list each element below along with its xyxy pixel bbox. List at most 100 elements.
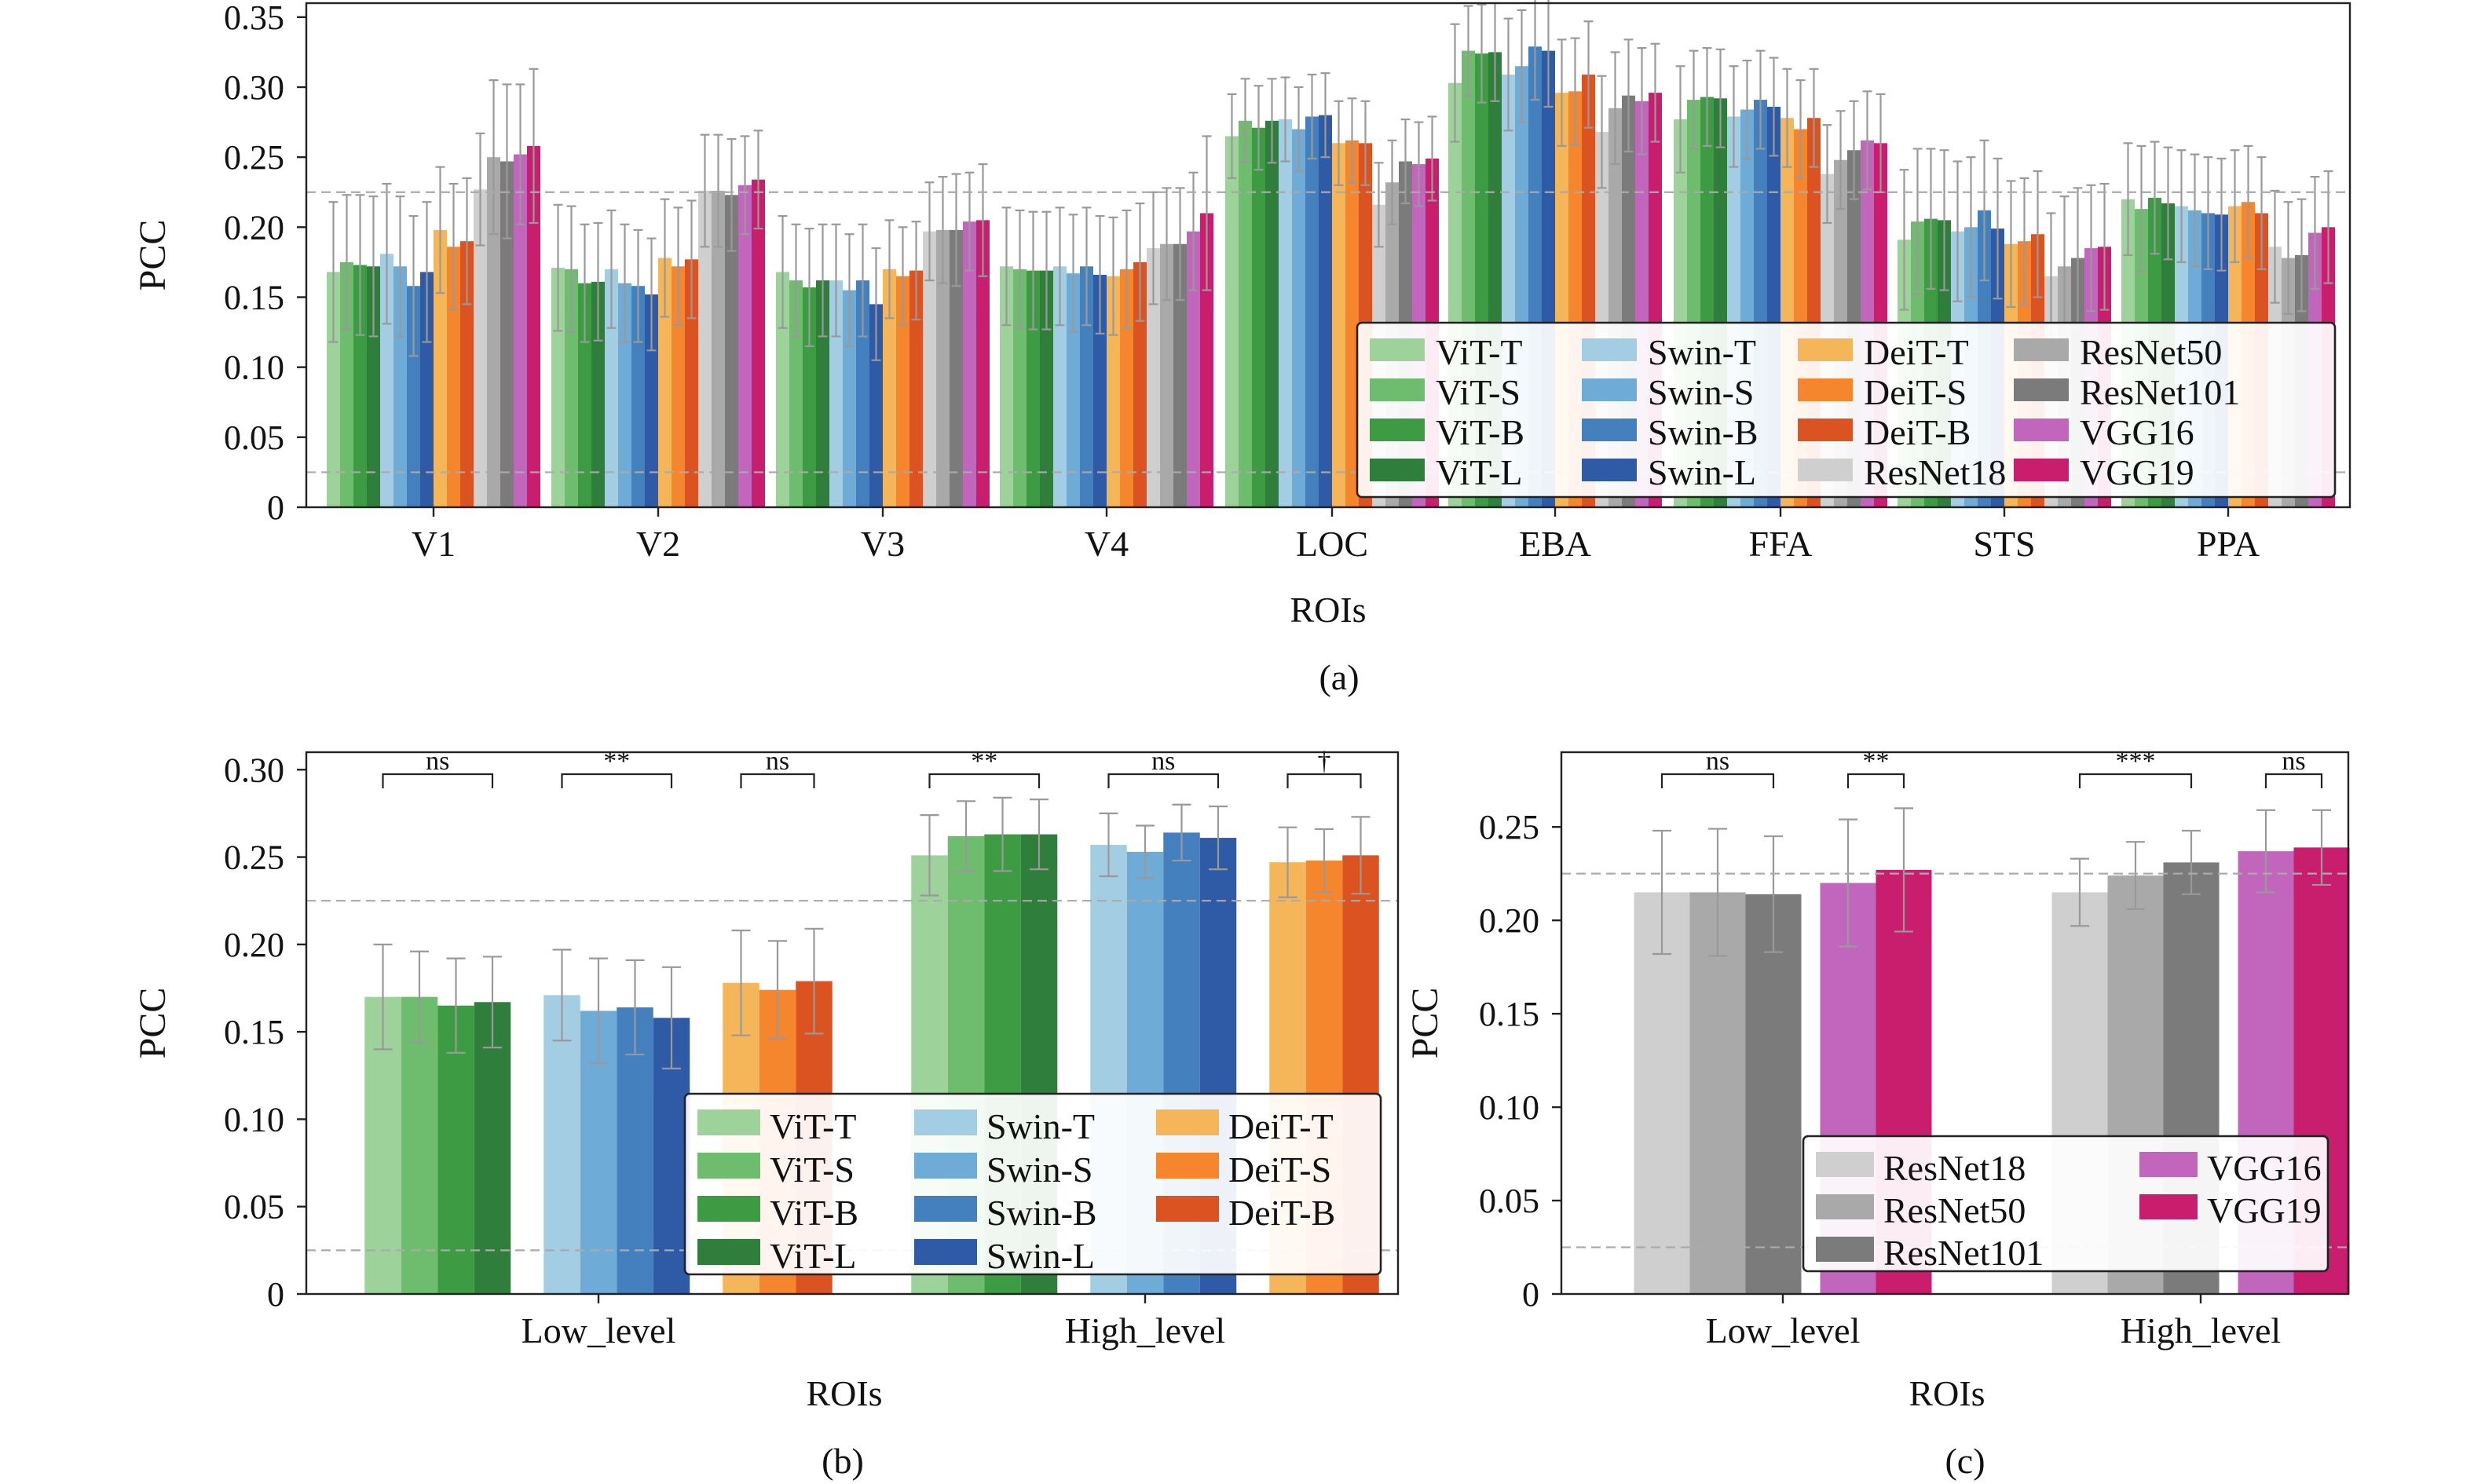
error-bar-deit-s-sts <box>2019 177 2029 305</box>
error-bar-deit-b-ffa <box>1809 68 1819 168</box>
axes-frame <box>305 2 2351 509</box>
x-axis-title: ROIs <box>1290 590 1366 630</box>
legend-label: Swin-S <box>1648 372 1754 412</box>
error-bar-swin-s-v4 <box>1068 214 1078 334</box>
legend-label: VGG19 <box>2207 1190 2322 1230</box>
y-tick-label: 0.15 <box>224 279 284 317</box>
significance-label: ns <box>1151 747 1175 776</box>
error-bar-swin-t-v4 <box>1055 207 1065 327</box>
x-axis-title: ROIs <box>1909 1373 1985 1413</box>
y-tick-label: 0.20 <box>1479 901 1539 940</box>
bar-swin-t-v1 <box>380 254 393 507</box>
error-bar-resnet50-eba <box>1610 51 1620 166</box>
y-tick-label: 0.25 <box>1479 808 1539 846</box>
legend-item-resnet50: ResNet50 <box>2014 332 2222 372</box>
error-bar-deit-s-v3 <box>898 226 908 327</box>
x-tick-label-eba: EBA <box>1519 524 1591 564</box>
error-bar-resnet101-ppa <box>2297 198 2307 313</box>
error-bar-vgg19-v4 <box>1202 135 1212 291</box>
bar-deit-s-v1 <box>447 247 460 507</box>
error-bar-deit-b-ppa <box>2256 156 2267 270</box>
error-bar-resnet50-high-level <box>2126 841 2145 910</box>
legend-swatch <box>1582 419 1637 441</box>
bar-vit-s-v2 <box>565 269 578 507</box>
error-bar-vit-t-ppa <box>2123 142 2133 257</box>
legend-item-deit-t: DeiT-T <box>1156 1106 1334 1146</box>
bar-swin-t-low-level <box>543 995 580 1294</box>
error-bar-vit-b-v3 <box>804 228 814 348</box>
error-bar-deit-t-v2 <box>660 198 670 318</box>
bar-deit-b-v4 <box>1133 261 1147 507</box>
bar-vgg19-v2 <box>752 179 765 507</box>
significance-label: ** <box>603 747 630 776</box>
error-bar-vgg16-v3 <box>964 171 975 272</box>
legend-item-deit-b: DeiT-B <box>1156 1193 1335 1233</box>
error-bar-deit-b-loc <box>1360 100 1371 186</box>
bar-deit-b-v2 <box>685 259 698 507</box>
error-bar-vgg16-v1 <box>515 83 525 225</box>
significance-label: ** <box>971 747 997 776</box>
error-bar-vit-b-high-level <box>993 796 1012 872</box>
error-bar-vit-s-v1 <box>342 194 352 331</box>
legend-swatch <box>1582 338 1637 361</box>
legend-swatch <box>914 1196 977 1222</box>
error-bar-resnet50-ffa <box>1835 110 1846 210</box>
bar-swin-t-v4 <box>1053 266 1067 507</box>
x-tick-label-v2: V2 <box>636 524 680 564</box>
error-bar-vgg19-v2 <box>753 130 763 230</box>
legend-swatch <box>2139 1194 2198 1219</box>
error-bar-vit-t-ffa <box>1675 65 1685 174</box>
y-tick-label: 0.25 <box>224 138 284 177</box>
error-bar-swin-t-ppa <box>2176 149 2187 264</box>
error-bar-swin-l-high-level <box>1209 805 1228 871</box>
legend-label: ViT-S <box>1436 372 1521 412</box>
error-bar-deit-s-v4 <box>1122 209 1132 329</box>
x-tick-label-sts: STS <box>1973 524 2035 564</box>
error-bar-deit-t-loc <box>1334 100 1344 186</box>
error-bar-swin-b-v4 <box>1081 207 1092 327</box>
error-bar-resnet18-v3 <box>924 181 935 282</box>
error-bar-vit-s-eba <box>1463 5 1473 97</box>
legend-item-resnet50: ResNet50 <box>1816 1190 2026 1230</box>
significance-label: *** <box>2116 747 2156 776</box>
bar-swin-l-v3 <box>869 304 883 507</box>
error-bar-resnet50-v2 <box>713 133 723 248</box>
error-bar-vit-l-v3 <box>818 223 828 338</box>
legend-item-vit-b: ViT-B <box>1370 412 1524 452</box>
error-bar-vit-s-ffa <box>1689 49 1699 150</box>
error-bar-resnet50-low-level <box>1708 828 1727 957</box>
error-bar-swin-b-sts <box>1979 139 1989 282</box>
error-bar-swin-s-v2 <box>620 223 630 343</box>
error-bar-deit-b-high-level <box>1351 816 1371 895</box>
legend-swatch <box>1156 1109 1219 1135</box>
bar-deit-s-v2 <box>672 266 685 507</box>
error-bar-swin-b-v2 <box>633 228 643 343</box>
legend-label: ResNet101 <box>1883 1233 2044 1273</box>
legend-label: ResNet101 <box>2080 372 2240 412</box>
legend-label: VGG16 <box>2080 412 2194 452</box>
x-tick-label-high-level: High_level <box>2121 1310 2281 1351</box>
y-tick-label: 0.25 <box>224 839 284 877</box>
y-tick-label: 0 <box>1522 1275 1539 1314</box>
y-tick-label: 0.30 <box>224 751 284 789</box>
y-axis-title: PCC <box>1404 988 1446 1059</box>
legend-item-deit-b: DeiT-B <box>1798 412 1971 452</box>
bar-deit-t-v2 <box>658 258 672 507</box>
error-bar-resnet101-eba <box>1623 38 1634 153</box>
legend-swatch <box>1798 338 1853 361</box>
error-bar-deit-t-v4 <box>1108 216 1118 336</box>
x-tick-label-low-level: Low_level <box>522 1310 676 1351</box>
error-bar-vit-s-loc <box>1240 78 1250 164</box>
legend-swatch <box>1156 1196 1219 1222</box>
error-bar-deit-s-high-level <box>1315 828 1334 894</box>
error-bar-vit-s-v4 <box>1015 209 1025 329</box>
error-bar-resnet101-ffa <box>1849 100 1859 200</box>
y-tick-label: 0.35 <box>224 0 284 37</box>
bar-swin-l-v1 <box>420 272 434 507</box>
error-bar-resnet50-ppa <box>2283 201 2293 315</box>
error-bars <box>1652 807 2331 957</box>
legend-item-resnet101: ResNet101 <box>1816 1233 2044 1273</box>
bar-vgg19-v4 <box>1200 213 1213 507</box>
legend-label: Swin-T <box>1648 332 1756 372</box>
bar-deit-b-v1 <box>460 241 474 507</box>
